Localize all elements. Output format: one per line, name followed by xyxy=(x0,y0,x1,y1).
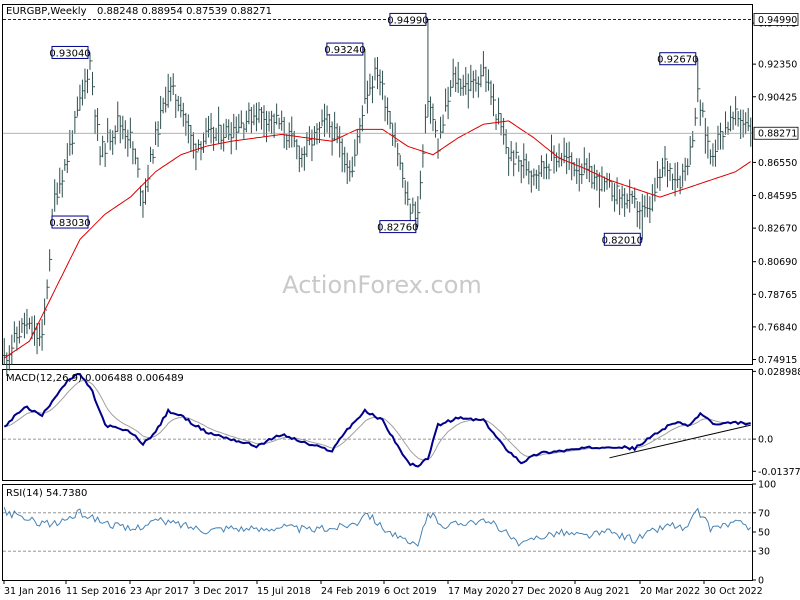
price-tick-label: 0.86550 xyxy=(758,158,797,169)
price-panel-border xyxy=(2,4,753,365)
price-tick-label: 0.92350 xyxy=(758,60,797,71)
macd-title: MACD(12,26,9) 0.006488 0.006489 xyxy=(6,373,184,384)
x-tick-label: 20 Mar 2022 xyxy=(640,586,700,597)
price-bars xyxy=(3,19,752,376)
rsi-tick-label: 0 xyxy=(758,576,764,587)
macd-panel-border xyxy=(2,369,753,481)
x-tick-label: 17 May 2020 xyxy=(448,586,510,597)
macd-tick-label: -0.013779 xyxy=(758,467,800,478)
price-tick-label: 0.80690 xyxy=(758,257,797,268)
annotation-box xyxy=(389,12,427,26)
rsi-line xyxy=(3,507,752,547)
macd-panel xyxy=(3,372,752,468)
rsi-tick-label: 50 xyxy=(758,528,770,539)
x-tick-label: 27 Dec 2020 xyxy=(512,586,573,597)
x-tick-label: 24 Feb 2019 xyxy=(321,586,380,597)
macd-trendline xyxy=(609,424,751,459)
annotation-label: 0.92670 xyxy=(657,55,698,66)
price-tick-label: 0.78765 xyxy=(758,290,797,301)
annotation-box xyxy=(379,220,417,234)
annotation-label: 0.83030 xyxy=(49,218,90,229)
rsi-tick-label: 70 xyxy=(758,508,770,519)
macd-tick-label: 0.0 xyxy=(758,435,773,446)
annotation-box xyxy=(51,215,89,229)
price-tick-label: 0.88271 xyxy=(758,129,797,140)
rsi-panel-border xyxy=(2,484,753,581)
annotation-label: 0.93240 xyxy=(324,45,365,56)
chart-header-ohlc: 0.88248 0.88954 0.87539 0.88271 xyxy=(97,6,272,17)
macd-tick-label: 0.028988 xyxy=(758,367,800,378)
x-tick-label: 15 Jul 2018 xyxy=(257,586,311,597)
high-level-label: 0.94990 xyxy=(758,15,797,26)
x-tick-label: 30 Oct 2022 xyxy=(704,586,763,597)
annotation-label: 0.82010 xyxy=(602,235,643,246)
price-tick-label: 0.84595 xyxy=(758,191,797,202)
rsi-title: RSI(14) 54.7380 xyxy=(6,488,87,499)
price-tick-label: 0.82670 xyxy=(758,224,797,235)
axes: 0.947750.923500.904250.882710.865500.845… xyxy=(3,13,800,597)
macd-signal-line xyxy=(4,379,751,461)
annotation-box xyxy=(603,232,641,246)
x-tick-label: 23 Apr 2017 xyxy=(130,586,189,597)
chart-header-symbol: EURGBP,Weekly xyxy=(6,6,87,17)
annotation-label: 0.93040 xyxy=(49,48,90,59)
x-tick-label: 31 Jan 2016 xyxy=(4,586,61,597)
price-tick-label: 0.76840 xyxy=(758,322,797,333)
moving-average-line xyxy=(4,120,751,359)
x-tick-label: 8 Aug 2021 xyxy=(575,586,630,597)
annotation-box xyxy=(51,45,89,59)
rsi-tick-label: 100 xyxy=(758,480,776,491)
annotation-label: 0.82760 xyxy=(377,223,418,234)
x-tick-label: 11 Sep 2016 xyxy=(66,586,126,597)
price-overlays: 0.93040 0.83030 0.93240 0.82760 0.94990 0.820… xyxy=(3,12,752,359)
high-level-box xyxy=(753,13,799,26)
annotation-box xyxy=(659,52,697,66)
watermark: ActionForex.com xyxy=(282,271,482,299)
x-tick-label: 3 Dec 2017 xyxy=(194,586,249,597)
price-tick-label: 0.90425 xyxy=(758,92,797,103)
annotation-box xyxy=(326,42,364,56)
rsi-tick-label: 30 xyxy=(758,547,770,558)
price-tick-label: 0.74915 xyxy=(758,355,797,366)
annotation-label: 0.94990 xyxy=(387,15,428,26)
current-price-box xyxy=(753,126,799,140)
x-tick-label: 6 Oct 2019 xyxy=(384,586,437,597)
rsi-panel xyxy=(3,507,752,552)
macd-line xyxy=(3,372,751,468)
